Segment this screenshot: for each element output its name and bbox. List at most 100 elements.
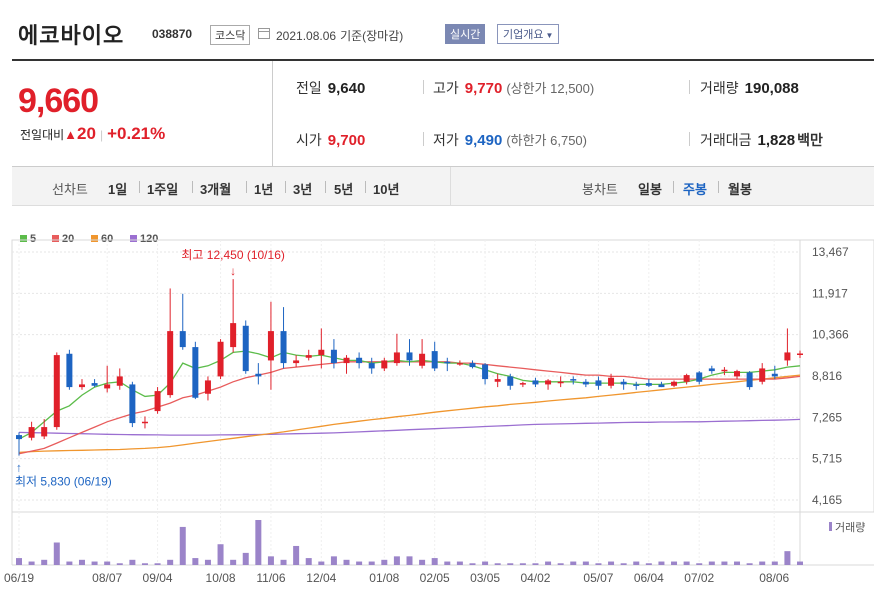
candle-body	[633, 384, 640, 386]
x-tick-label: 09/04	[143, 571, 173, 585]
volume-bar	[53, 542, 60, 565]
candle-body	[532, 380, 539, 385]
volume-bar	[41, 559, 48, 565]
volume-bar	[683, 561, 690, 565]
volume-bar	[16, 558, 22, 565]
candle-body	[645, 383, 652, 386]
prev-close-label: 전일	[296, 80, 322, 96]
divider	[192, 181, 193, 193]
legend-swatch	[20, 235, 27, 242]
volume-bar	[608, 561, 615, 565]
candle-body	[721, 369, 728, 372]
legend-label: 20	[62, 233, 75, 245]
divider	[718, 181, 719, 193]
trade-amount: 거래대금 1,828 백만	[700, 130, 823, 150]
candle-body	[784, 352, 791, 361]
chevron-down-icon: ▼	[545, 31, 554, 40]
period-divider	[450, 167, 451, 206]
ma60-line	[18, 374, 801, 454]
candle-body	[255, 373, 262, 377]
period-1d[interactable]: 1일	[108, 182, 128, 197]
candle-body	[78, 384, 85, 388]
low-value: 9,490	[464, 132, 503, 149]
x-axis: 06/19 08/07 09/04 10/08 11/06 12/04 01/08 02/05…	[4, 571, 790, 585]
volume-bar	[595, 563, 602, 565]
volume-bar	[784, 551, 791, 565]
volume-bar	[154, 563, 161, 565]
x-tick-label: 06/19	[4, 571, 34, 585]
y-tick-label: 11,917	[812, 286, 848, 300]
volume-bar	[66, 561, 73, 565]
candle-body	[204, 380, 211, 394]
change-row: 전일대비▲20 | +0.21%	[20, 124, 165, 144]
period-1w[interactable]: 1주일	[147, 182, 179, 197]
high-value: 9,770	[464, 80, 503, 97]
candle-body	[41, 427, 48, 437]
calendar-icon	[258, 28, 270, 39]
volume-bar	[255, 520, 262, 565]
candle-body	[746, 372, 753, 388]
candle-body	[167, 331, 174, 396]
x-tick-label: 01/08	[369, 571, 399, 585]
period-5y[interactable]: 5년	[334, 182, 354, 197]
volume-bar	[78, 559, 85, 565]
volume-bar	[293, 545, 300, 565]
volume-bar	[570, 561, 577, 565]
volume-bar	[91, 561, 98, 565]
volume-bar	[129, 559, 136, 565]
volume-legend-label: 거래량	[835, 521, 865, 534]
candle-weekly[interactable]: 주봉	[683, 182, 707, 197]
candle-body	[393, 352, 400, 364]
y-tick-label: 7,265	[812, 410, 842, 424]
period-bar	[12, 167, 874, 206]
period-3y[interactable]: 3년	[293, 182, 313, 197]
amount-unit: 백만	[797, 132, 823, 148]
x-tick-label: 11/06	[256, 571, 285, 585]
candle-body	[456, 363, 463, 365]
candle-body	[671, 381, 678, 386]
candle-monthly[interactable]: 월봉	[728, 182, 752, 197]
candles	[16, 279, 803, 456]
volume-bar	[545, 561, 552, 565]
x-tick-label: 06/04	[634, 571, 664, 585]
volume-bar	[267, 556, 274, 565]
candle-chart-label: 봉차트	[582, 182, 618, 197]
volume-bar	[532, 563, 539, 565]
candle-body	[595, 380, 602, 386]
volume-bar	[192, 558, 199, 565]
legend-ma5: 5	[20, 233, 36, 245]
period-1y[interactable]: 1년	[254, 182, 274, 197]
prev-close-value: 9,640	[327, 80, 366, 97]
candle-body	[217, 341, 224, 377]
candle-body	[797, 353, 803, 355]
candle-body	[469, 363, 476, 368]
candle-body	[91, 383, 98, 386]
period-3m[interactable]: 3개월	[200, 182, 232, 197]
up-triangle-icon: ▲	[64, 127, 78, 142]
company-info-dropdown[interactable]: 기업개요 ▼	[497, 24, 560, 44]
volume-bar	[721, 561, 728, 565]
candle-body	[129, 384, 136, 424]
y-tick-label: 13,467	[812, 245, 849, 259]
volume-bar	[645, 563, 652, 565]
stock-code: 038870	[152, 27, 193, 41]
volume-bar	[734, 561, 741, 565]
volume: 거래량 190,088	[700, 78, 799, 98]
x-tick-label: 02/05	[420, 571, 450, 585]
candle-body	[431, 351, 438, 369]
legend-label: 5	[30, 233, 37, 245]
volume-bar	[519, 563, 526, 565]
candle-daily[interactable]: 일봉	[638, 182, 662, 197]
x-tick-label: 10/08	[206, 571, 236, 585]
x-tick-label: 08/07	[92, 571, 122, 585]
volume-bar	[343, 559, 350, 565]
high-label: 고가	[433, 80, 459, 96]
candle-body	[696, 372, 703, 382]
amount-label: 거래대금	[700, 132, 752, 148]
period-10y[interactable]: 10년	[373, 182, 400, 197]
change-percent: +0.21%	[107, 124, 166, 143]
realtime-button[interactable]: 실시간	[445, 24, 486, 44]
candle-body	[519, 383, 526, 385]
volume-bar	[204, 559, 211, 565]
